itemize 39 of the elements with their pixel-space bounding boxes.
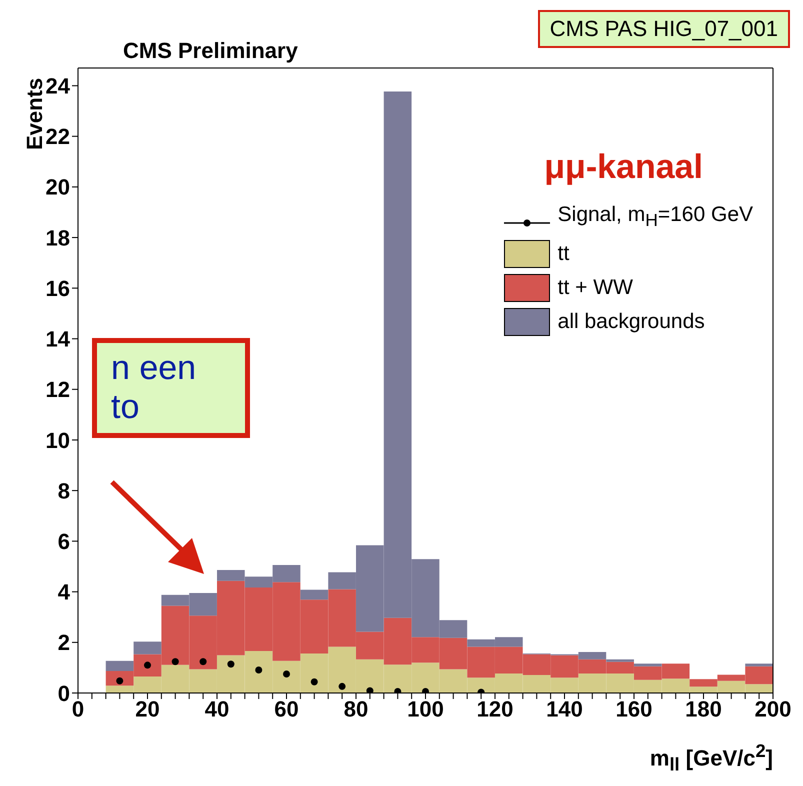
bar — [634, 664, 662, 666]
y-tick-label: 12 — [46, 377, 70, 402]
y-tick-label: 18 — [46, 225, 70, 250]
y-tick-label: 20 — [46, 174, 70, 200]
x-tick-label: 140 — [546, 696, 583, 722]
bar — [745, 664, 773, 666]
legend-label: tt — [558, 241, 570, 268]
y-axis-title: Events — [22, 78, 47, 150]
x-tick-label: 40 — [204, 696, 230, 722]
x-tick-label: 20 — [135, 696, 160, 722]
x-tick-label: 160 — [616, 696, 652, 722]
y-tick-label: 6 — [58, 528, 70, 554]
x-axis-title: m$_{ll}$ [GeV/c$^{2}$] — [650, 740, 773, 776]
y-tick-label: 2 — [58, 630, 70, 656]
y-tick-label: 14 — [46, 326, 71, 352]
legend-label: Signal, m$_{H}$=160 GeV — [558, 202, 753, 232]
text: CMS PAS HIG_07_001 — [538, 10, 790, 48]
y-tick-label: 16 — [46, 276, 70, 301]
x-tick-label: 100 — [407, 696, 444, 722]
bar — [300, 590, 328, 600]
legend-label: tt + WW — [558, 275, 633, 302]
y-tick-label: 0 — [58, 680, 70, 706]
x-tick-label: 120 — [476, 696, 514, 722]
chart-title: CMS Preliminary — [123, 38, 298, 64]
legend-label: all backgrounds — [558, 309, 705, 336]
annotation: n een to — [92, 338, 250, 438]
y-tick-label: 10 — [46, 428, 70, 453]
y-tick-label: 4 — [58, 580, 71, 605]
x-tick-label: 200 — [754, 696, 792, 722]
y-tick-label: 22 — [46, 124, 70, 150]
y-tick-label: 8 — [58, 478, 70, 504]
x-tick-label: 180 — [685, 696, 722, 722]
x-tick-label: 60 — [274, 696, 299, 722]
y-tick-label: 24 — [46, 74, 71, 99]
bar — [134, 642, 162, 654]
annotation: μμ-kanaal — [544, 148, 703, 187]
bar — [106, 660, 134, 671]
bar — [606, 659, 634, 662]
x-tick-label: 80 — [344, 696, 368, 722]
